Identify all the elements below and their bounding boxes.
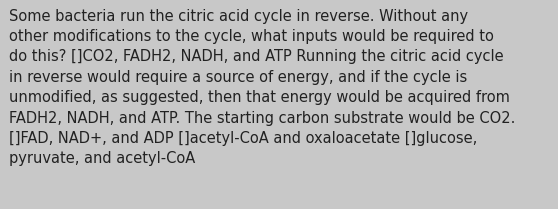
Text: Some bacteria run the citric acid cycle in reverse. Without any
other modificati: Some bacteria run the citric acid cycle … <box>9 9 516 166</box>
